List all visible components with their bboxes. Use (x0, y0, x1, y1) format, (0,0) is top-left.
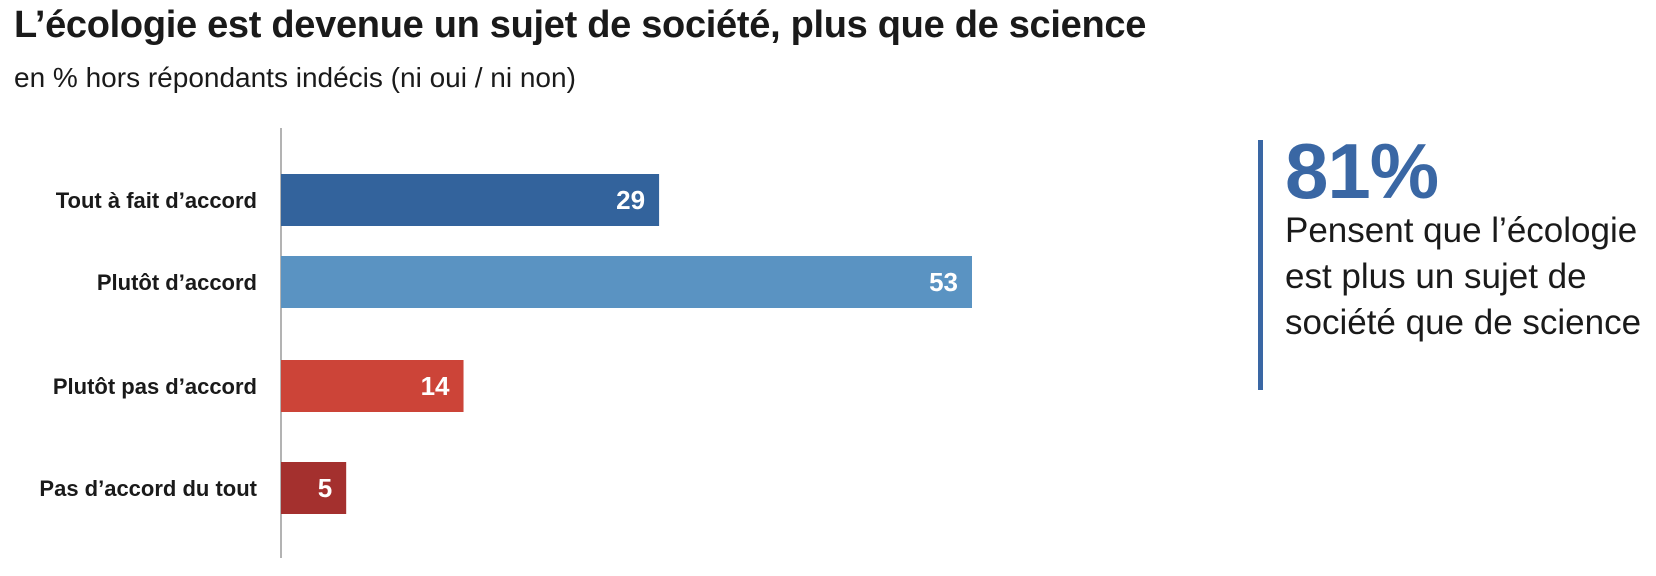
bar-1 (281, 256, 972, 308)
value-label-1: 53 (929, 267, 958, 297)
bar-0 (281, 174, 660, 226)
value-label-0: 29 (616, 185, 645, 215)
bar-2 (281, 360, 464, 412)
category-label-3: Pas d’accord du tout (39, 476, 257, 501)
callout-box: 81% Pensent que l’écologie est plus un s… (1258, 132, 1656, 390)
category-label-1: Plutôt d’accord (97, 270, 257, 295)
value-label-3: 5 (318, 473, 332, 503)
category-label-2: Plutôt pas d’accord (53, 374, 257, 399)
bar-3 (281, 462, 347, 514)
callout-text: Pensent que l’écologie est plus un sujet… (1285, 211, 1642, 342)
category-label-0: Tout à fait d’accord (56, 188, 257, 213)
callout-value: 81% (1285, 127, 1439, 215)
chart-subtitle: en % hors répondants indécis (ni oui / n… (14, 62, 576, 93)
value-label-2: 14 (421, 371, 450, 401)
chart-title: L’écologie est devenue un sujet de socié… (14, 4, 1147, 46)
